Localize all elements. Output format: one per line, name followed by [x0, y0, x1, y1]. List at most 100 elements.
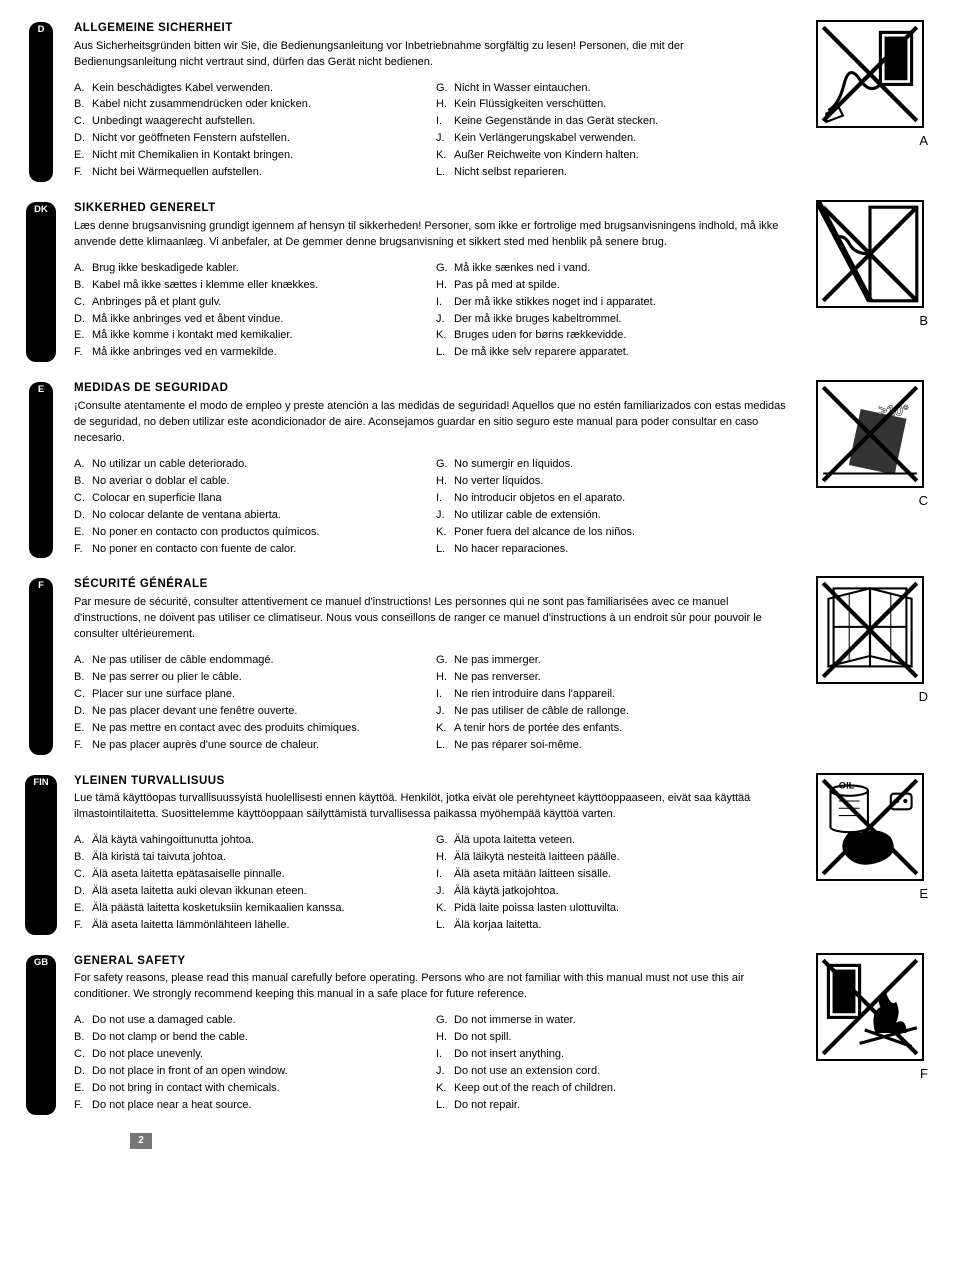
rule-text: Unbedingt waagerecht aufstellen. — [92, 114, 255, 130]
rule-letter: F. — [74, 738, 92, 754]
safety-illustration — [816, 953, 924, 1061]
rule-text: Nicht vor geöffneten Fenstern aufstellen… — [92, 131, 290, 147]
rule-text: Do not immerse in water. — [454, 1013, 576, 1029]
illustration-label: D — [919, 688, 928, 707]
rule-item: J.Älä käytä jatkojohtoa. — [436, 884, 786, 900]
rule-item: L.Nicht selbst reparieren. — [436, 165, 786, 181]
rule-item: E.Do not bring in contact with chemicals… — [74, 1081, 424, 1097]
rule-letter: A. — [74, 457, 92, 473]
section-heading: GENERAL SAFETY — [74, 953, 786, 970]
rules-column-right: G.No sumergir en líquidos.H.No verter lí… — [436, 457, 786, 559]
rule-letter: F. — [74, 1098, 92, 1114]
safety-illustration — [816, 576, 924, 684]
rule-item: B.Ne pas serrer ou plier le câble. — [74, 670, 424, 686]
rule-item: A.Ne pas utiliser de câble endommagé. — [74, 653, 424, 669]
rule-text: Må ikke sænkes ned i vand. — [454, 261, 590, 277]
rule-item: K.Außer Reichweite von Kindern halten. — [436, 148, 786, 164]
rule-item: I.No introducir objetos en el aparato. — [436, 491, 786, 507]
rule-text: Do not insert anything. — [454, 1047, 564, 1063]
rule-letter: J. — [436, 884, 454, 900]
rule-text: Kein beschädigtes Kabel verwenden. — [92, 81, 273, 97]
rule-letter: I. — [436, 114, 454, 130]
rules-column-left: A.Do not use a damaged cable.B.Do not cl… — [74, 1013, 424, 1115]
rule-letter: E. — [74, 901, 92, 917]
rule-text: No colocar delante de ventana abierta. — [92, 508, 281, 524]
rule-letter: D. — [74, 131, 92, 147]
rule-item: A.No utilizar un cable deteriorado. — [74, 457, 424, 473]
rule-letter: B. — [74, 97, 92, 113]
rule-item: C.Unbedingt waagerecht aufstellen. — [74, 114, 424, 130]
rule-item: D.Nicht vor geöffneten Fenstern aufstell… — [74, 131, 424, 147]
rule-text: Colocar en superficie llana — [92, 491, 222, 507]
rule-letter: G. — [436, 653, 454, 669]
rule-text: Älä korjaa laitetta. — [454, 918, 541, 934]
rule-letter: E. — [74, 1081, 92, 1097]
rule-text: Nicht bei Wärmequellen aufstellen. — [92, 165, 262, 181]
rule-item: A.Brug ikke beskadigede kabler. — [74, 261, 424, 277]
rule-text: Älä upota laitetta veteen. — [454, 833, 575, 849]
rule-text: Ne pas mettre en contact avec des produi… — [92, 721, 360, 737]
rule-letter: I. — [436, 491, 454, 507]
rule-text: Do not bring in contact with chemicals. — [92, 1081, 280, 1097]
rule-letter: A. — [74, 1013, 92, 1029]
rule-text: Do not clamp or bend the cable. — [92, 1030, 248, 1046]
rule-item: I.Älä aseta mitään laitteen sisälle. — [436, 867, 786, 883]
rule-letter: C. — [74, 295, 92, 311]
rule-item: J.No utilizar cable de extensión. — [436, 508, 786, 524]
rule-text: No sumergir en líquidos. — [454, 457, 573, 473]
rule-letter: H. — [436, 474, 454, 490]
rule-text: Ne rien introduire dans l'appareil. — [454, 687, 615, 703]
rule-letter: D. — [74, 312, 92, 328]
rule-item: G.No sumergir en líquidos. — [436, 457, 786, 473]
rule-text: Älä läikytä nesteitä laitteen päälle. — [454, 850, 620, 866]
section-heading: SIKKERHED GENERELT — [74, 200, 786, 217]
rule-letter: E. — [74, 328, 92, 344]
rules-column-left: A.Ne pas utiliser de câble endommagé.B.N… — [74, 653, 424, 755]
rule-item: B.Kabel nicht zusammendrücken oder knick… — [74, 97, 424, 113]
section-intro: ¡Consulte atentamente el modo de empleo … — [74, 399, 786, 447]
rule-text: Do not repair. — [454, 1098, 520, 1114]
rule-text: No introducir objetos en el aparato. — [454, 491, 625, 507]
rule-text: Ne pas renverser. — [454, 670, 541, 686]
rule-item: L.No hacer reparaciones. — [436, 542, 786, 558]
svg-text:OIL: OIL — [839, 780, 855, 790]
rules-column-left: A.Kein beschädigtes Kabel verwenden.B.Ka… — [74, 81, 424, 183]
rule-text: Do not place near a heat source. — [92, 1098, 252, 1114]
rule-letter: J. — [436, 704, 454, 720]
section-intro: Par mesure de sécurité, consulter attent… — [74, 595, 786, 643]
language-badge: GB — [26, 955, 56, 1115]
illustration-label: E — [919, 885, 928, 904]
rule-letter: K. — [436, 901, 454, 917]
safety-illustration — [816, 200, 924, 308]
rule-text: No verter líquidos. — [454, 474, 543, 490]
rule-text: Do not use an extension cord. — [454, 1064, 600, 1080]
rule-letter: D. — [74, 1064, 92, 1080]
rule-text: Poner fuera del alcance de los niños. — [454, 525, 635, 541]
rule-item: H.Pas på med at spilde. — [436, 278, 786, 294]
rule-item: K.Poner fuera del alcance de los niños. — [436, 525, 786, 541]
section-intro: For safety reasons, please read this man… — [74, 971, 786, 1003]
language-badge: FIN — [25, 775, 56, 935]
rule-letter: K. — [436, 1081, 454, 1097]
rule-letter: I. — [436, 867, 454, 883]
rule-text: Do not place in front of an open window. — [92, 1064, 288, 1080]
rule-letter: H. — [436, 1030, 454, 1046]
safety-illustration: >10° — [816, 380, 924, 488]
rule-letter: H. — [436, 97, 454, 113]
rule-text: Do not spill. — [454, 1030, 511, 1046]
rule-item: B.Kabel må ikke sættes i klemme eller kn… — [74, 278, 424, 294]
rules-column-left: A.No utilizar un cable deteriorado.B.No … — [74, 457, 424, 559]
rules-column-left: A.Brug ikke beskadigede kabler.B.Kabel m… — [74, 261, 424, 363]
rule-item: J.Der må ikke bruges kabeltrommel. — [436, 312, 786, 328]
rule-item: K.Keep out of the reach of children. — [436, 1081, 786, 1097]
language-badge: F — [29, 578, 53, 754]
rule-item: F.Ne pas placer auprès d'une source de c… — [74, 738, 424, 754]
rule-text: Kabel nicht zusammendrücken oder knicken… — [92, 97, 311, 113]
rule-letter: D. — [74, 508, 92, 524]
rule-item: G.Nicht in Wasser eintauchen. — [436, 81, 786, 97]
safety-illustration: OIL — [816, 773, 924, 881]
rule-letter: F. — [74, 345, 92, 361]
rule-item: F.Älä aseta laitetta lämmönlähteen lähel… — [74, 918, 424, 934]
illustration-label: A — [919, 132, 928, 151]
safety-illustration — [816, 20, 924, 128]
